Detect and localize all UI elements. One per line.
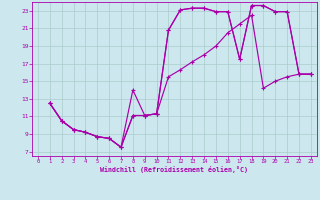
X-axis label: Windchill (Refroidissement éolien,°C): Windchill (Refroidissement éolien,°C) — [100, 166, 248, 173]
